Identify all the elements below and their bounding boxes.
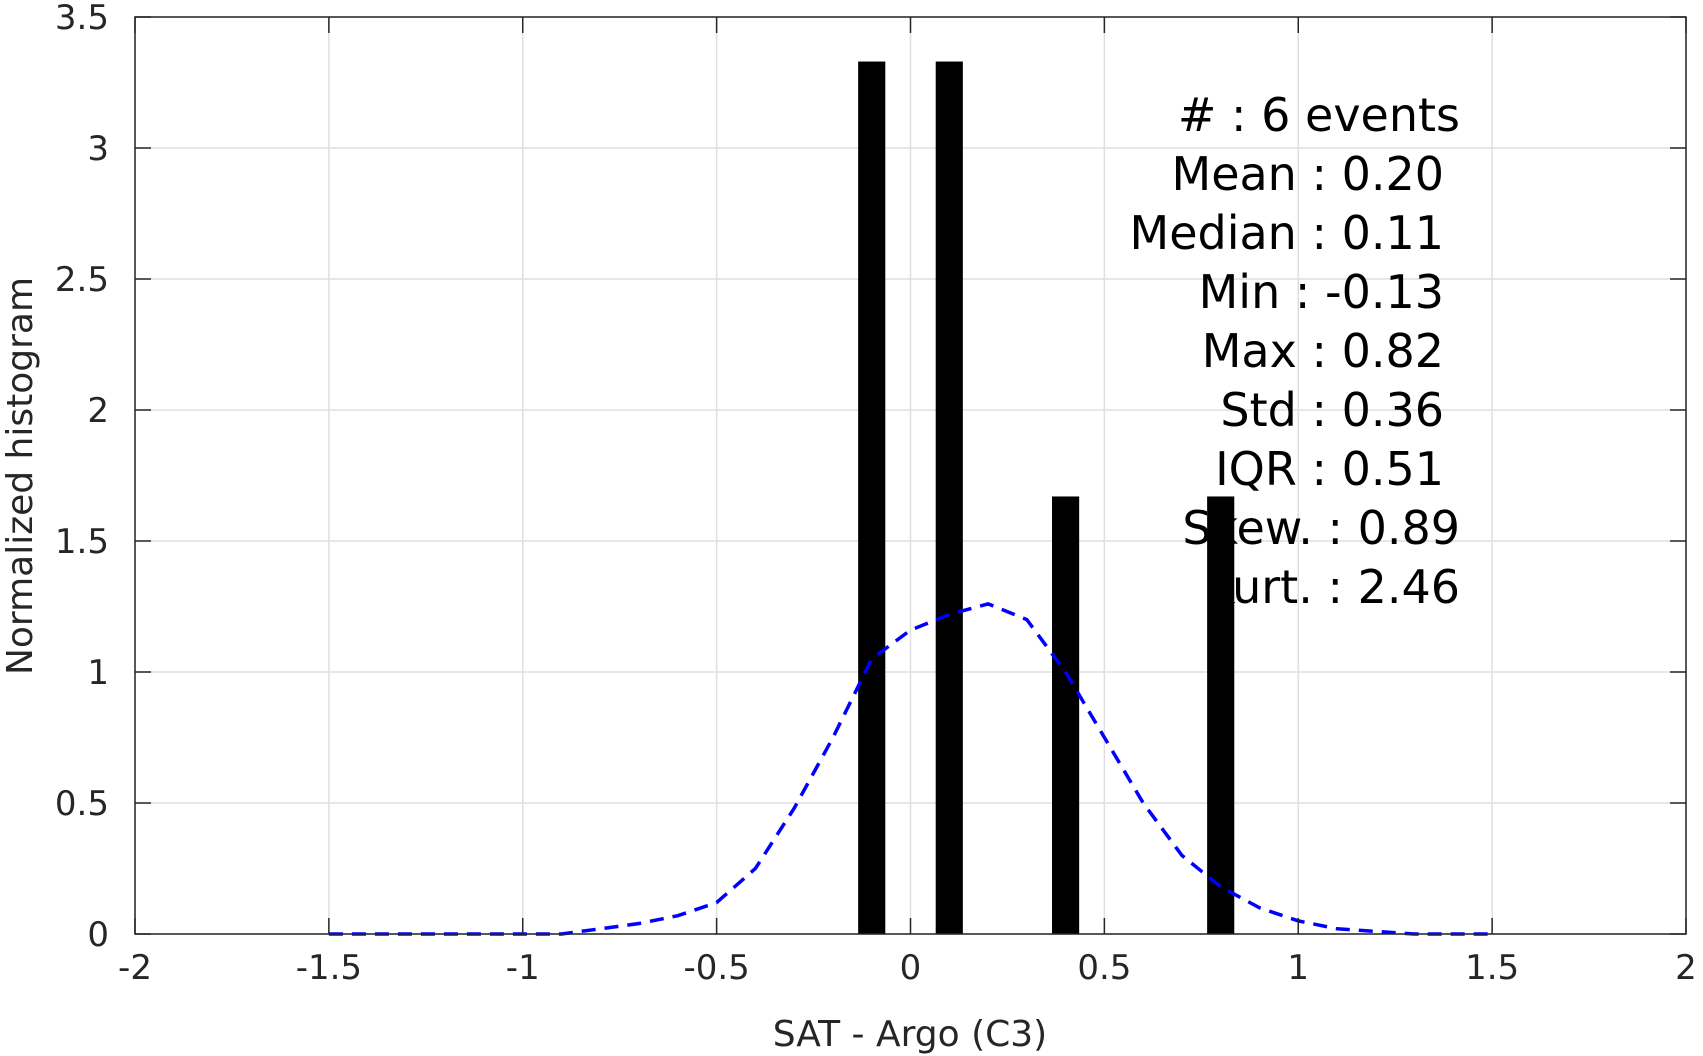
x-tick-label: 0 [900, 948, 922, 988]
stats-line: Median : 0.11 [1130, 206, 1444, 260]
grid-lines [134, 16, 1687, 935]
axis-ticks [134, 16, 1687, 935]
x-tick-label: 0.5 [1077, 948, 1131, 988]
histogram-bars [858, 61, 1235, 935]
x-tick-label: 2 [1675, 948, 1697, 988]
y-tick-label: 1.5 [55, 522, 109, 562]
stats-line: Mean : 0.20 [1172, 147, 1445, 201]
x-tick-label: 1 [1287, 948, 1309, 988]
stats-line: IQR : 0.51 [1215, 442, 1444, 496]
y-tick-label: 1 [87, 653, 109, 693]
y-tick-label: 0.5 [55, 784, 109, 824]
stats-line: Skew. : 0.89 [1182, 501, 1460, 555]
y-tick-labels: 0 0.5 1 1.5 2 2.5 3 3.5 [55, 0, 109, 955]
y-tick-label: 3 [87, 129, 109, 169]
histogram-bar [1052, 496, 1080, 934]
histogram-bar [1207, 496, 1235, 934]
histogram-bar [935, 61, 963, 935]
x-tick-label: -1.5 [296, 948, 362, 988]
stats-line: Std : 0.36 [1220, 383, 1444, 437]
x-axis-label: SAT - Argo (C3) [773, 1014, 1047, 1055]
x-tick-label: -1 [506, 948, 540, 988]
stats-line: Max : 0.82 [1202, 324, 1444, 378]
x-tick-label: 1.5 [1465, 948, 1519, 988]
x-tick-label: -0.5 [683, 948, 749, 988]
stats-line: Min : -0.13 [1199, 265, 1444, 319]
stats-line: Kurt. : 2.46 [1204, 560, 1460, 614]
y-tick-label: 0 [87, 915, 109, 955]
x-tick-labels: -2 -1.5 -1 -0.5 0 0.5 1 1.5 2 [118, 948, 1697, 988]
stats-line: # : 6 events [1178, 88, 1460, 142]
histogram-bar [858, 61, 886, 935]
y-tick-label: 2 [87, 391, 109, 431]
y-tick-label: 3.5 [55, 0, 109, 38]
y-tick-label: 2.5 [55, 260, 109, 300]
x-tick-label: -2 [118, 948, 152, 988]
y-axis-label: Normalized histogram [0, 277, 41, 675]
